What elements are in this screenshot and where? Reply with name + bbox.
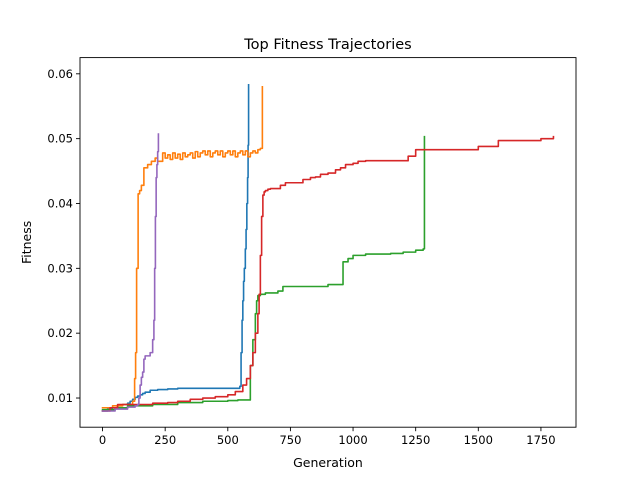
plot-lines: [101, 84, 555, 412]
y-tick-label: 0.02: [47, 326, 73, 340]
x-tick-label: 1000: [338, 433, 367, 447]
series-line-4: [101, 135, 555, 412]
series-line-3: [101, 135, 426, 411]
y-tick-label: 0.01: [47, 391, 73, 405]
y-axis-ticks: 0.01 0.02 0.03 0.04 0.05 0.06: [47, 67, 80, 405]
series-line-1: [101, 84, 250, 412]
chart-title: Top Fitness Trajectories: [243, 37, 411, 53]
x-tick-label: 0: [99, 433, 106, 447]
x-axis-label: Generation: [293, 455, 363, 470]
x-tick-label: 1750: [526, 433, 555, 447]
y-tick-label: 0.03: [47, 261, 73, 275]
x-tick-label: 1500: [464, 433, 493, 447]
y-axis-label: Fitness: [19, 221, 34, 264]
plot-frame: [79, 57, 577, 428]
x-axis-ticks: 0 250 500 750 1000 1250 1500 1750: [99, 427, 556, 447]
series-line-2: [101, 85, 264, 409]
y-tick-label: 0.04: [47, 196, 73, 210]
x-tick-label: 750: [279, 433, 301, 447]
y-tick-label: 0.06: [47, 67, 73, 81]
y-tick-label: 0.05: [47, 132, 73, 146]
series-line-5: [101, 133, 160, 412]
x-tick-label: 1250: [401, 433, 430, 447]
x-tick-label: 500: [217, 433, 239, 447]
x-tick-label: 250: [154, 433, 176, 447]
